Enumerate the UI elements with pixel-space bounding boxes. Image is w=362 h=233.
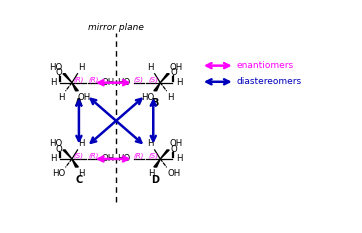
Text: OH: OH — [169, 139, 183, 148]
Text: HO: HO — [117, 154, 130, 163]
Text: H: H — [176, 78, 182, 87]
Text: H: H — [78, 169, 84, 178]
Text: O: O — [55, 68, 62, 77]
Text: OH: OH — [101, 154, 115, 163]
Text: H: H — [78, 63, 85, 72]
Text: enantiomers: enantiomers — [236, 61, 293, 70]
Text: B: B — [151, 98, 158, 108]
Text: HO: HO — [49, 62, 63, 72]
Text: HO: HO — [49, 139, 63, 148]
Polygon shape — [154, 159, 160, 167]
Text: H: H — [58, 93, 65, 102]
Polygon shape — [160, 74, 169, 83]
Text: OH: OH — [167, 169, 181, 178]
Text: H: H — [147, 139, 154, 148]
Text: O: O — [55, 144, 62, 154]
Text: HO: HO — [141, 93, 154, 102]
Text: D: D — [151, 175, 159, 185]
Text: OH: OH — [78, 93, 91, 102]
Text: O: O — [170, 144, 177, 154]
Text: (R): (R) — [133, 153, 143, 159]
Text: HO: HO — [52, 169, 65, 178]
Text: H: H — [50, 78, 56, 87]
Polygon shape — [72, 83, 78, 91]
Text: H: H — [148, 169, 154, 178]
Text: (S): (S) — [149, 153, 159, 159]
Text: (S): (S) — [73, 153, 83, 159]
Text: H: H — [147, 63, 154, 72]
Polygon shape — [63, 150, 72, 159]
Text: (S): (S) — [134, 77, 143, 83]
Text: (R): (R) — [89, 77, 99, 83]
Text: H: H — [50, 154, 56, 163]
Text: HO: HO — [117, 78, 130, 87]
Text: (S): (S) — [149, 77, 159, 83]
Text: O: O — [170, 68, 177, 77]
Text: H: H — [78, 139, 85, 148]
Text: A: A — [75, 98, 83, 108]
Polygon shape — [160, 150, 169, 159]
Text: H: H — [176, 154, 182, 163]
Text: (R): (R) — [89, 153, 99, 159]
Text: OH: OH — [169, 62, 183, 72]
Text: OH: OH — [101, 78, 115, 87]
Polygon shape — [154, 83, 160, 91]
Text: diastereomers: diastereomers — [236, 77, 301, 86]
Text: (R): (R) — [73, 77, 84, 83]
Polygon shape — [72, 159, 78, 167]
Polygon shape — [63, 74, 72, 83]
Text: C: C — [75, 175, 83, 185]
Text: H: H — [167, 93, 174, 102]
Text: mirror plane: mirror plane — [88, 24, 144, 32]
